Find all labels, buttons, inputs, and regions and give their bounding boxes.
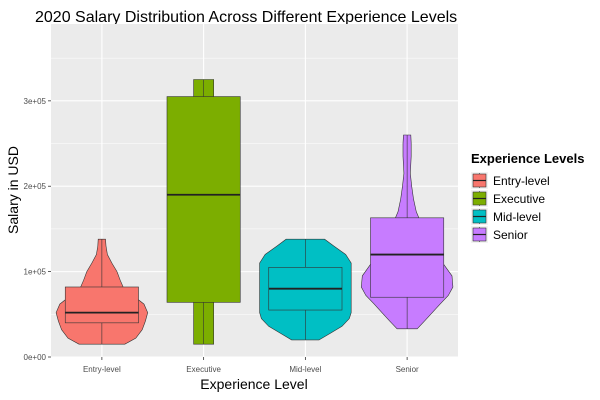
y-tick-label: 1e+05 (24, 268, 47, 277)
legend-entry-label: Mid-level (493, 210, 541, 224)
box-executive (166, 96, 241, 303)
y-tick-label: 3e+05 (24, 97, 47, 106)
legend-entry-label: Executive (493, 192, 545, 206)
chart-title: 2020 Salary Distribution Across Differen… (35, 9, 457, 26)
x-tick-label: Entry-level (83, 365, 121, 374)
x-tick-label: Mid-level (289, 365, 321, 374)
legend-key-entry-level (471, 172, 488, 189)
x-tick-label: Senior (396, 365, 419, 374)
y-axis-title: Salary in USD (5, 146, 21, 234)
legend-key-executive (471, 190, 488, 207)
y-tick-label: 0e+00 (24, 353, 47, 362)
legend-key-mid-level (471, 208, 488, 225)
legend-key-senior (471, 226, 488, 243)
legend-entry-label: Entry-level (493, 174, 550, 188)
x-axis-title: Experience Level (200, 376, 307, 392)
y-axis: 0e+00 1e+05 2e+05 3e+05 (24, 97, 51, 362)
legend-entry-label: Senior (493, 228, 528, 242)
x-axis: Entry-level Executive Mid-level Senior (83, 357, 419, 374)
x-tick-label: Executive (186, 365, 221, 374)
legend: Experience Levels Entry-level Executive Mi… (471, 151, 584, 243)
box-senior (370, 217, 445, 298)
legend-title: Experience Levels (471, 151, 584, 166)
data-layer (55, 79, 454, 345)
y-tick-label: 2e+05 (24, 182, 47, 191)
box-entry-level (64, 286, 139, 324)
